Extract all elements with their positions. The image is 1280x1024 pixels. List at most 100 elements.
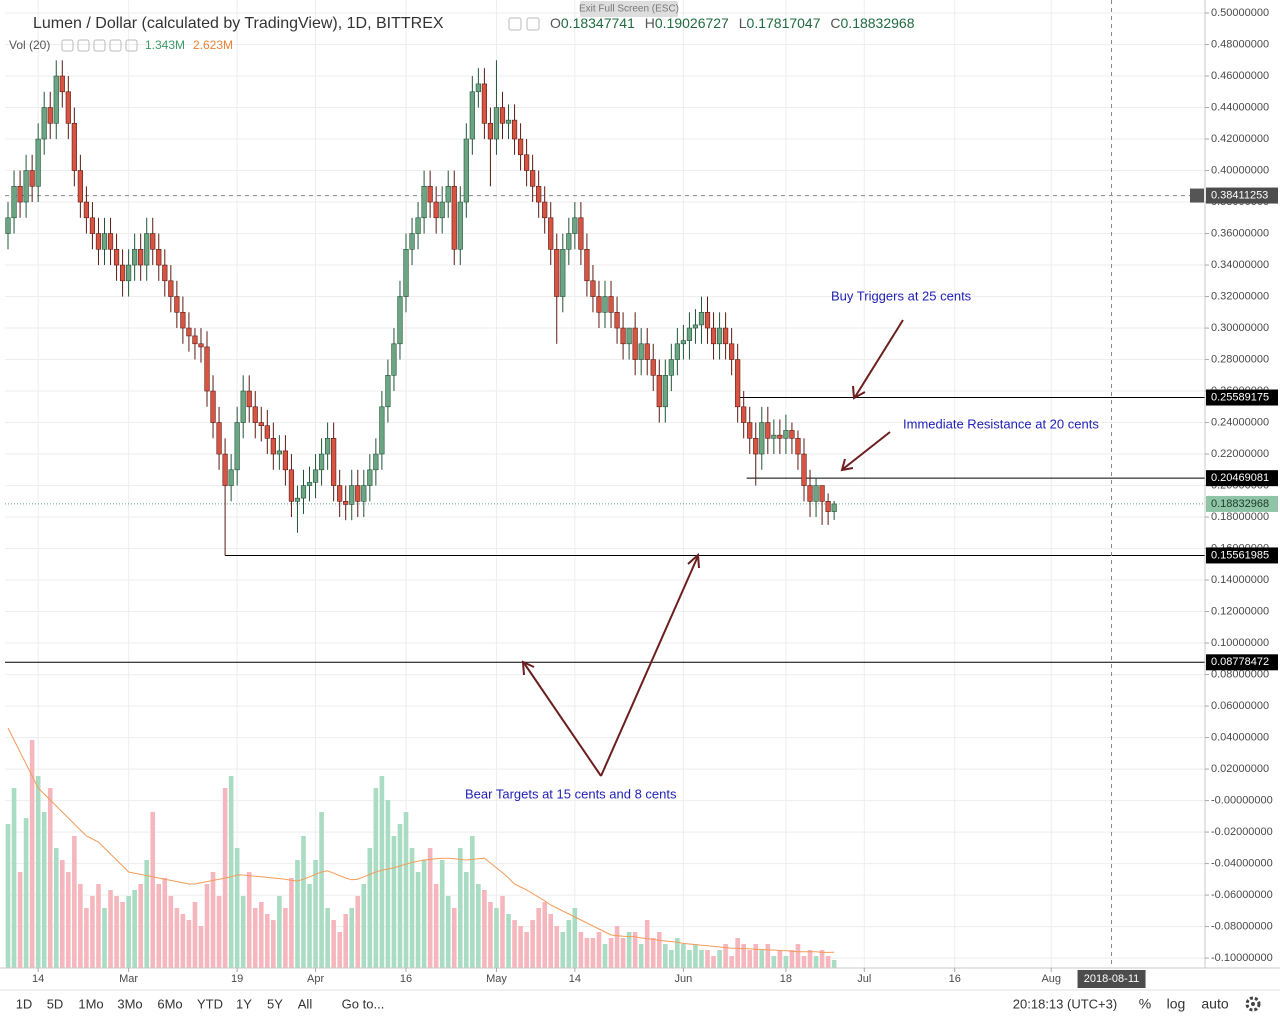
current-price-box bbox=[1206, 495, 1278, 512]
volume-bar bbox=[765, 944, 771, 968]
range-button[interactable]: 6Mo bbox=[157, 996, 182, 1011]
volume-bar bbox=[560, 932, 566, 968]
y-tick-label: 0.44000000 bbox=[1211, 101, 1269, 113]
level-label-box bbox=[1206, 389, 1278, 406]
range-button[interactable]: 1Mo bbox=[78, 996, 103, 1011]
candle-body bbox=[614, 311, 620, 329]
volume-bar bbox=[669, 950, 674, 968]
volume-bar bbox=[349, 908, 355, 968]
volume-bar bbox=[234, 848, 240, 968]
y-tick-label: -0.02000000 bbox=[1211, 826, 1273, 838]
volume-bar bbox=[162, 878, 168, 968]
volume-bar bbox=[379, 776, 385, 968]
volume-bar bbox=[602, 944, 608, 968]
candle-body bbox=[216, 422, 222, 455]
candle-body bbox=[343, 501, 349, 505]
y-tick-label: 0.50000000 bbox=[1211, 7, 1269, 19]
level-label-box bbox=[1206, 547, 1278, 564]
candle-body bbox=[126, 264, 132, 282]
volume-bar bbox=[301, 836, 306, 968]
volume-bar bbox=[132, 890, 137, 968]
volume-bar bbox=[343, 914, 349, 968]
log-toggle[interactable]: log bbox=[1167, 996, 1186, 1012]
volume-bar bbox=[783, 956, 789, 968]
gear-hub[interactable] bbox=[1251, 1002, 1255, 1006]
candle-body bbox=[783, 430, 789, 439]
range-button[interactable]: 1Y bbox=[236, 996, 252, 1011]
legend-icons bbox=[61, 17, 540, 52]
candle-body bbox=[723, 327, 729, 345]
goto-button[interactable]: Go to... bbox=[342, 996, 385, 1011]
volume-bar bbox=[548, 914, 554, 968]
ohlc-letter: O bbox=[550, 15, 561, 31]
volume-bar bbox=[53, 848, 59, 968]
volume-bar bbox=[457, 848, 463, 968]
arrow bbox=[600, 555, 699, 777]
candle-body bbox=[119, 264, 126, 282]
candle-body bbox=[596, 296, 602, 313]
range-button[interactable]: 5Y bbox=[267, 996, 283, 1011]
range-button[interactable]: 5D bbox=[47, 996, 64, 1011]
y-tick-label: 0.06000000 bbox=[1211, 700, 1269, 712]
y-tick-label: 0.02000000 bbox=[1211, 763, 1269, 775]
candle-body bbox=[566, 233, 572, 250]
candle-body bbox=[554, 248, 560, 297]
volume-bar bbox=[180, 914, 186, 968]
gear[interactable] bbox=[1245, 996, 1261, 1012]
x-tick-label: 19 bbox=[231, 973, 243, 985]
volume-bar bbox=[705, 950, 710, 968]
icon bbox=[526, 17, 540, 31]
volume-bar bbox=[439, 860, 445, 968]
candle-body bbox=[409, 233, 415, 250]
candle-body bbox=[487, 122, 494, 140]
range-button[interactable]: All bbox=[298, 996, 313, 1011]
volume-bar bbox=[699, 950, 704, 968]
candle-body bbox=[294, 497, 301, 502]
candle-body bbox=[174, 296, 180, 313]
candle-body bbox=[457, 201, 463, 250]
volume-bar bbox=[307, 884, 312, 968]
settings-icon[interactable] bbox=[1245, 996, 1261, 1012]
volume-bar bbox=[518, 926, 523, 968]
candle-body bbox=[789, 430, 795, 439]
auto-toggle[interactable]: auto bbox=[1201, 996, 1228, 1012]
candle-body bbox=[306, 482, 313, 486]
range-button[interactable]: 3Mo bbox=[117, 996, 142, 1011]
volume-bar bbox=[735, 938, 740, 968]
volume-bar bbox=[572, 908, 578, 968]
level-label: 0.15561985 bbox=[1211, 549, 1269, 561]
level-label-box bbox=[1206, 470, 1278, 487]
candle-body bbox=[584, 248, 590, 282]
candle-body bbox=[270, 438, 276, 455]
volume-value: 1.343M bbox=[145, 38, 185, 52]
volume-bar bbox=[96, 884, 101, 968]
candle-body bbox=[222, 453, 228, 486]
volume-bar bbox=[445, 896, 451, 968]
volume-bar bbox=[258, 902, 264, 968]
volume-bar bbox=[687, 950, 692, 968]
volume-bar bbox=[355, 896, 361, 968]
volume-bar bbox=[150, 812, 156, 968]
candle-body bbox=[318, 453, 325, 471]
candle-body bbox=[361, 485, 367, 502]
volume-bar bbox=[663, 944, 668, 968]
range-button[interactable]: YTD bbox=[197, 996, 223, 1011]
candle-body bbox=[113, 248, 120, 266]
candle-body bbox=[210, 390, 216, 423]
volume-bar bbox=[204, 884, 210, 968]
y-tick-label: 0.22000000 bbox=[1211, 448, 1269, 460]
candle-body bbox=[608, 296, 614, 313]
candle-body bbox=[23, 170, 29, 203]
percent-toggle[interactable]: % bbox=[1139, 996, 1151, 1012]
candle-body bbox=[312, 469, 319, 483]
x-tick-label: Mar bbox=[119, 973, 138, 985]
volume-bar bbox=[512, 920, 517, 968]
range-button[interactable]: 1D bbox=[16, 996, 33, 1011]
y-tick-label: 0.12000000 bbox=[1211, 605, 1269, 617]
candle-body bbox=[403, 248, 409, 297]
arrow-head bbox=[687, 552, 700, 569]
candle-body bbox=[168, 280, 174, 297]
candle-body bbox=[240, 390, 246, 423]
crosshair-x-box bbox=[1077, 970, 1146, 988]
